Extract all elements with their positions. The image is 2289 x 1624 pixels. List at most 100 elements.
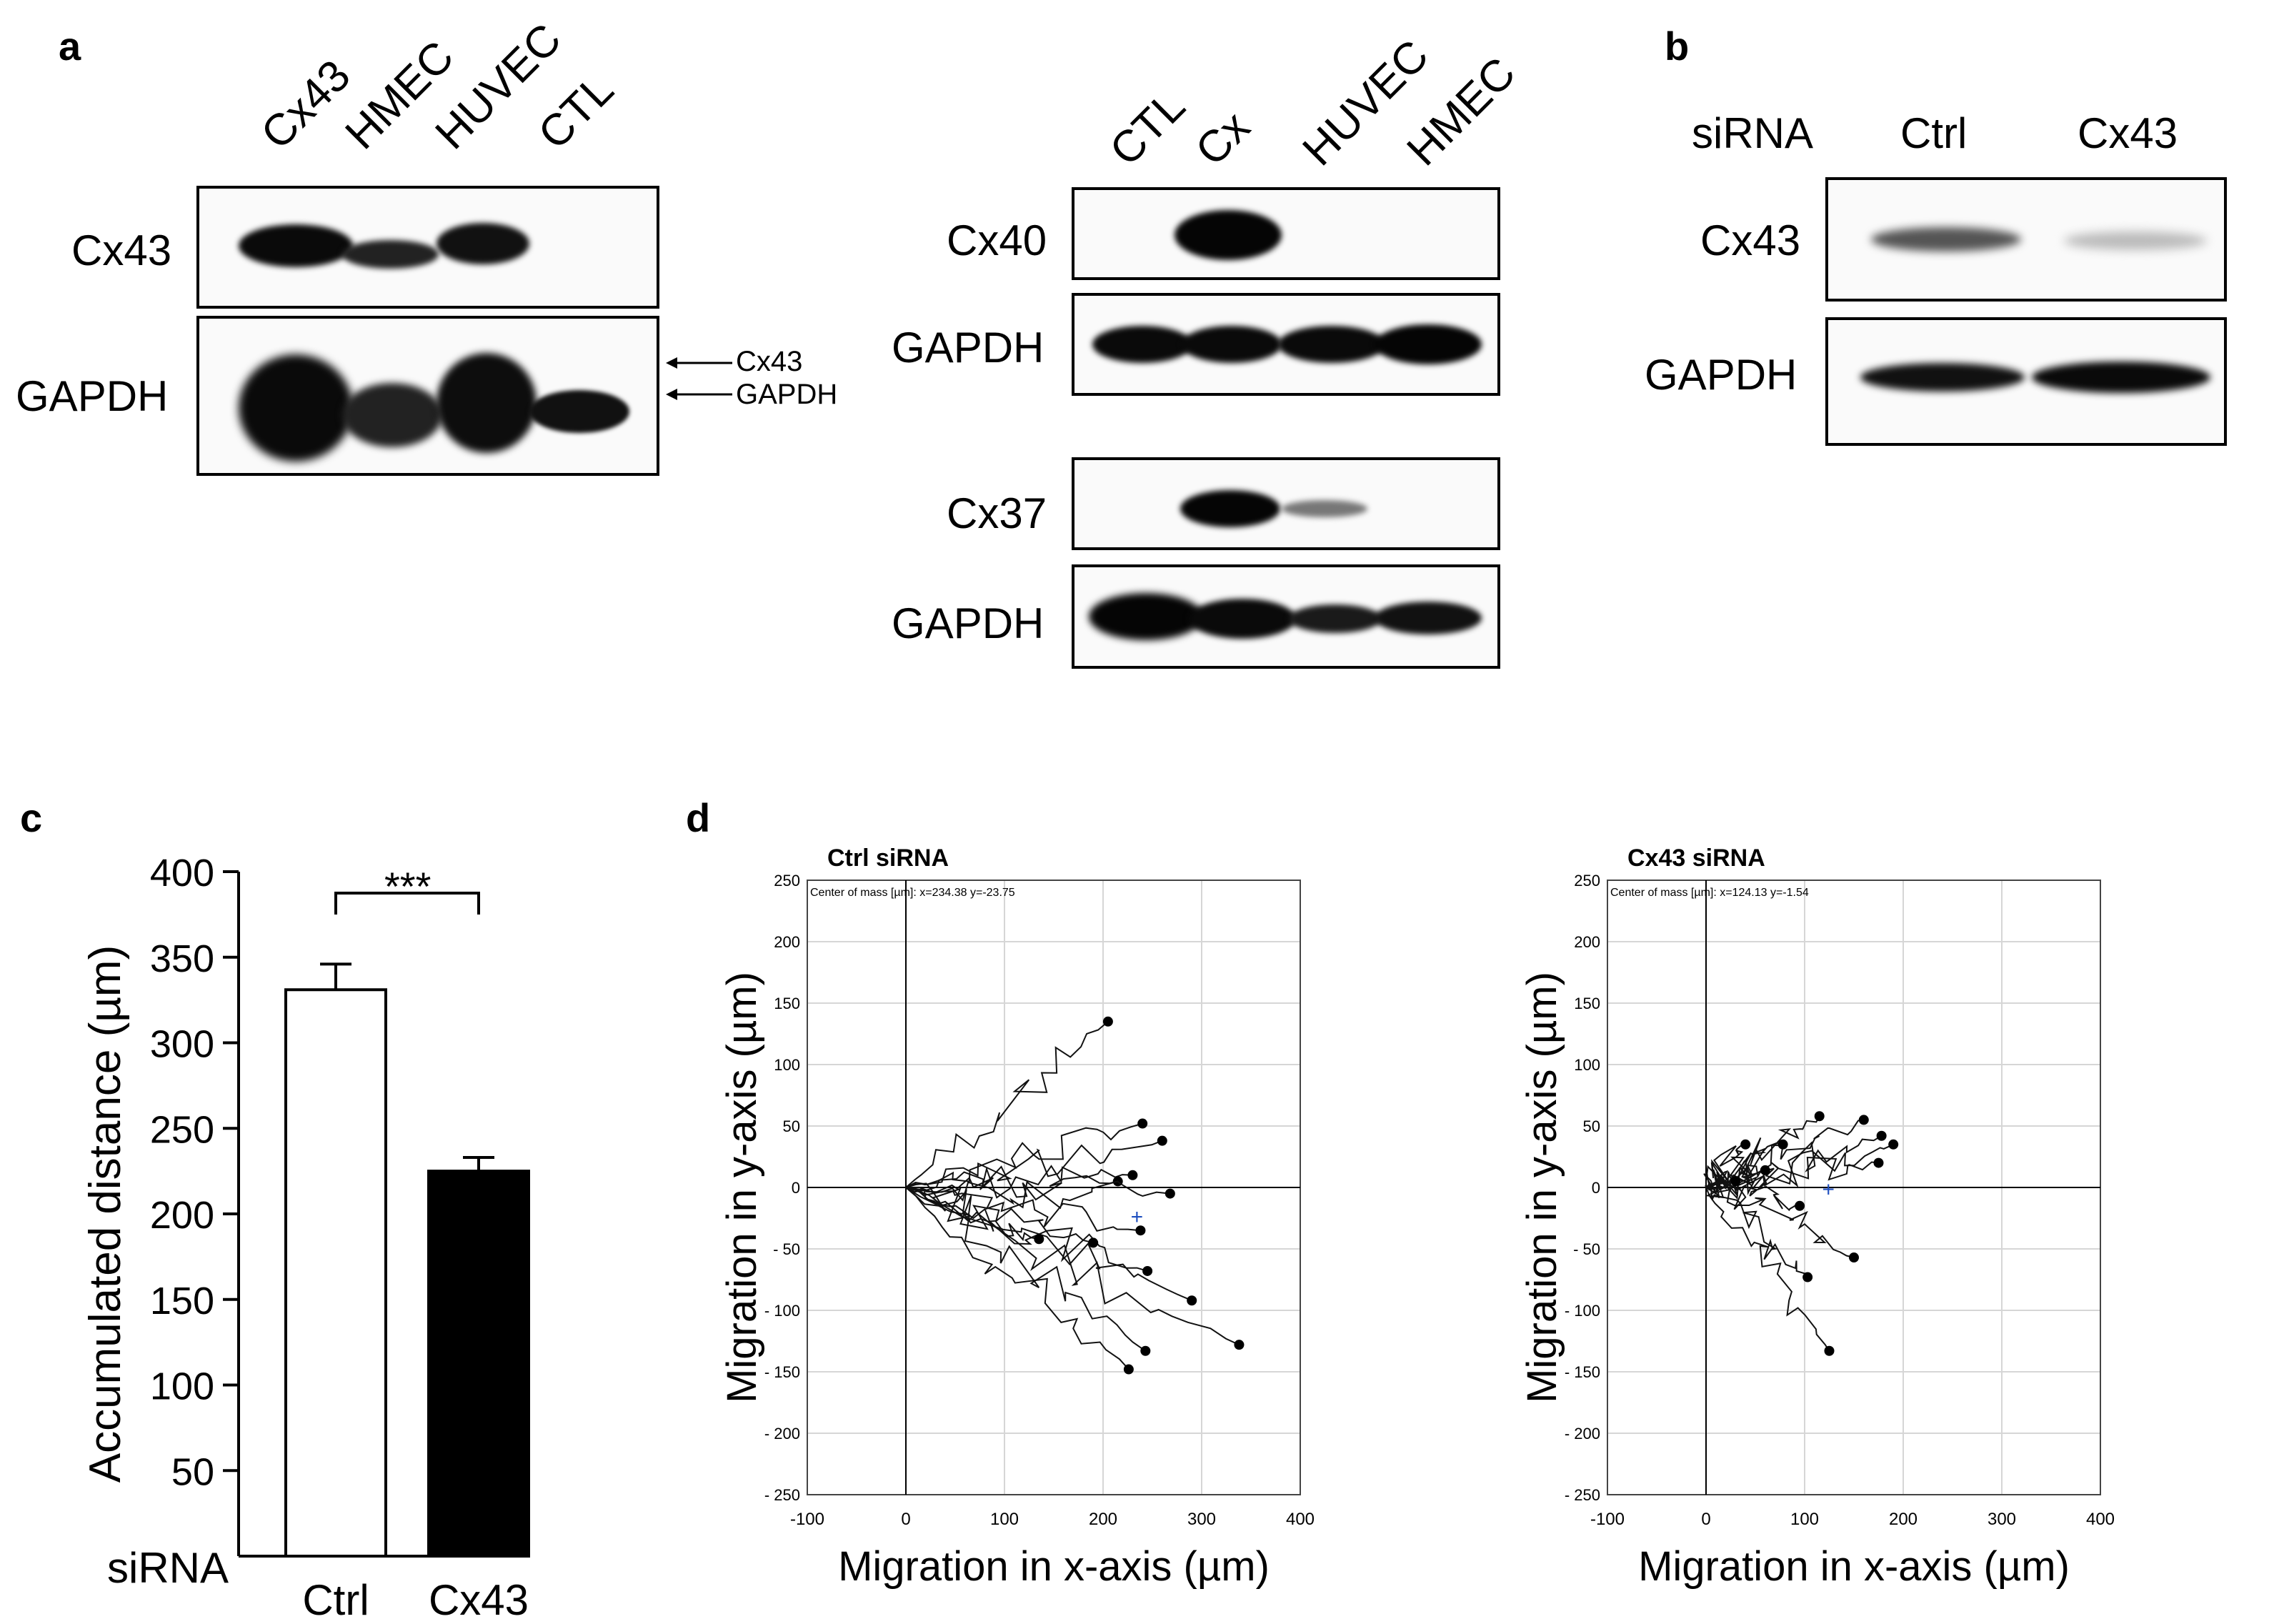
endpoint [1760,1165,1770,1175]
trajectory [905,1187,1039,1242]
trajectory [905,1122,1143,1188]
row-label: GAPDH [1645,351,1797,399]
arrow-icon [666,357,732,400]
trajectory [1705,1142,1746,1189]
y-tick-label: 100 [1574,1056,1600,1074]
endpoint [1034,1234,1044,1245]
endpoint [1165,1188,1175,1199]
y-tick-label: 100 [774,1056,800,1074]
y-tick-label: 0 [792,1179,800,1197]
y-tick-label: - 250 [764,1486,800,1504]
endpoint [1777,1139,1788,1150]
lane-label: CTL [1100,81,1195,176]
center-of-mass-marker: + [1131,1205,1144,1229]
x-tick-label: -100 [1590,1510,1625,1529]
row-label: GAPDH [892,324,1044,372]
blot-b-cx43 [1825,177,2227,302]
y-tick-label: 200 [774,933,800,951]
endpoint [1157,1135,1167,1146]
trajectory [905,1140,1163,1188]
endpoint [1858,1115,1869,1125]
trajectory [1705,1187,1808,1278]
significance-bracket [334,892,480,915]
y-tick-label: 200 [1574,933,1600,951]
y-axis-label: Migration in y-axis (µm) [719,972,765,1403]
endpoint [1802,1272,1813,1282]
bar [284,988,387,1558]
blot-gapdh-2 [1072,293,1500,396]
panel-a-label: a [59,24,81,69]
x-axis-label: Migration in x-axis (µm) [1638,1543,2070,1590]
y-tick-label: 150 [774,995,800,1012]
endpoint [1142,1265,1153,1276]
blot-cx37 [1072,457,1500,550]
blot-gapdh-3 [1072,564,1500,669]
center-of-mass-text: Center of mass [µm]: x=124.13 y=-1.54 [1610,887,1809,899]
lane-label: Cx43 [251,51,360,159]
blot-cx40 [1072,187,1500,280]
y-tick-label: 0 [1592,1179,1600,1197]
migration-plot-cx43: 250 200 150 100 50 0 - 50 - 100 - 150 - 200 - 250 -… [1519,845,2115,1590]
y-tick-label: 150 [1574,995,1600,1012]
row-label: Cx40 [947,216,1047,264]
x-axis-label: Migration in x-axis (µm) [838,1543,1270,1590]
y-tick-label: 150 [150,1280,214,1322]
bar [427,1170,530,1558]
endpoint [1740,1139,1751,1150]
endpoint [1088,1237,1099,1248]
migration-plot-ctrl: 250 200 150 100 50 0 - 50 - 100 - 150 - 200 - 250 -… [719,845,1315,1590]
lane-label: Cx43 [2078,109,2178,157]
center-of-mass-marker: + [1822,1178,1835,1202]
endpoint [1888,1139,1899,1150]
row-label: Cx37 [947,489,1047,537]
y-tick-label: 50 [1583,1117,1600,1135]
y-tick-label: 200 [150,1194,214,1237]
y-axis-label: Accumulated distance (µm) [81,945,130,1483]
arrow-label: GAPDH [736,379,838,410]
x-tick-label: Cx43 [429,1576,529,1624]
lane-label: Ctrl [1900,109,1968,157]
x-tick-label: -100 [790,1510,824,1529]
endpoint [1123,1364,1134,1375]
endpoint [1824,1345,1835,1356]
y-tick-label: 250 [150,1108,214,1151]
trajectory [905,1187,1148,1272]
y-tick-label: - 100 [1565,1302,1600,1320]
row-label: GAPDH [892,599,1044,647]
endpoint [1795,1200,1805,1211]
endpoint [1234,1340,1245,1350]
y-tick-label: 350 [150,937,214,980]
endpoint [1814,1111,1825,1122]
y-tick-label: - 200 [764,1425,800,1443]
panel-b-label: b [1665,24,1690,69]
trajectory [905,1187,1141,1232]
endpoint [1127,1170,1138,1180]
x-tick-label: 300 [1988,1510,2016,1529]
y-tick-label: - 50 [1573,1240,1600,1258]
arrow-label: Cx43 [736,346,803,377]
trajectory [1705,1180,1800,1212]
endpoint [1849,1252,1859,1263]
center-of-mass-text: Center of mass [µm]: x=234.38 y=-23.75 [810,887,1015,899]
x-tick-label: 300 [1187,1510,1216,1529]
endpoint [1873,1157,1884,1168]
y-tick-label: 250 [774,872,800,890]
lane-label: Cx [1186,101,1260,176]
x-tick-label: 0 [1701,1510,1710,1529]
x-axis-prefix: siRNA [107,1544,229,1592]
endpoint [1140,1345,1151,1356]
bar-chart: 50 100 150 200 250 300 350 400 Accumulated dista… [81,852,530,1624]
x-tick-label: 200 [1889,1510,1918,1529]
endpoint [1102,1016,1113,1027]
x-tick-label: 200 [1089,1510,1117,1529]
x-tick-label: Ctrl [302,1576,369,1624]
endpoint [1730,1176,1741,1187]
y-tick-label: 250 [1574,872,1600,890]
siRNA-header: siRNA [1692,109,1814,157]
trajectory [905,1165,1118,1201]
plot-title: Cx43 siRNA [1627,845,1765,872]
y-tick-label: - 200 [1565,1425,1600,1443]
endpoint [1187,1295,1197,1306]
y-tick-label: 400 [150,852,214,895]
y-tick-label: 300 [150,1023,214,1066]
